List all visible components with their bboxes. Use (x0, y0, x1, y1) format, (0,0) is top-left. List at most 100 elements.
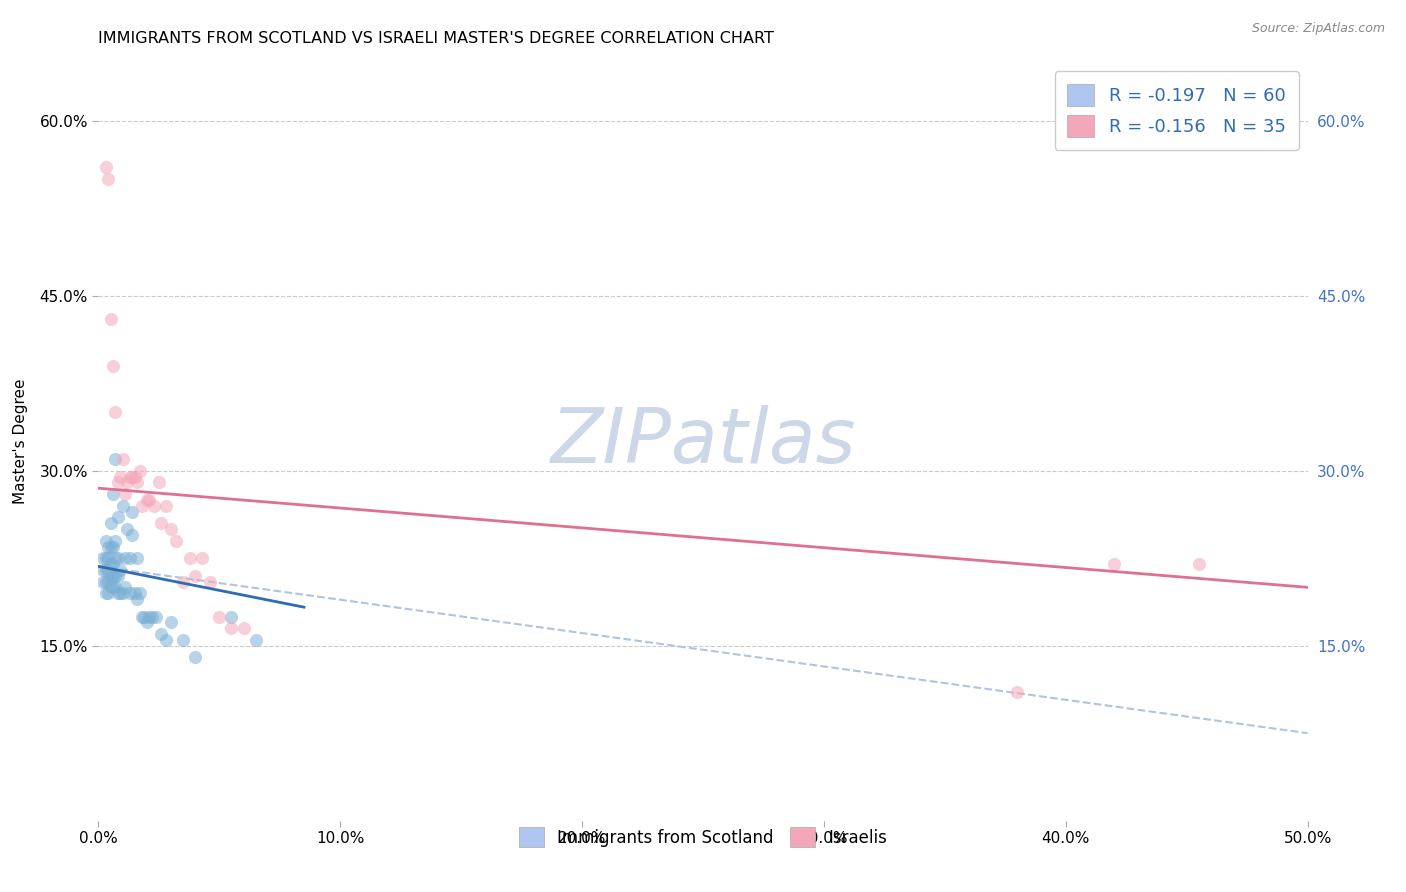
Point (91, 551, 114, 566)
Point (111, 499, 134, 513)
Point (97, 551, 120, 566)
Point (245, 632, 267, 647)
Point (107, 568, 129, 582)
Point (124, 586, 146, 600)
Point (94, 563, 117, 577)
Point (104, 568, 127, 582)
Point (104, 551, 127, 566)
Point (191, 551, 214, 566)
Point (101, 359, 124, 373)
Point (94, 161, 117, 175)
Point (141, 609, 163, 624)
Point (118, 469, 141, 483)
Point (155, 499, 177, 513)
Text: IMMIGRANTS FROM SCOTLAND VS ISRAELI MASTER'S DEGREE CORRELATION CHART: IMMIGRANTS FROM SCOTLAND VS ISRAELI MAST… (98, 31, 775, 46)
Point (104, 452, 127, 467)
Point (91, 563, 114, 577)
Text: Source: ZipAtlas.com: Source: ZipAtlas.com (1251, 22, 1385, 36)
Point (97, 540, 120, 554)
Point (111, 586, 134, 600)
Point (160, 615, 183, 630)
Point (108, 586, 131, 600)
Point (108, 563, 131, 577)
Point (131, 499, 153, 513)
Point (127, 551, 149, 566)
Point (118, 586, 141, 600)
Point (138, 492, 160, 507)
Point (1102, 557, 1125, 571)
Point (101, 568, 124, 582)
Point (94, 586, 117, 600)
Point (148, 475, 170, 490)
Point (145, 609, 167, 624)
Point (117, 475, 139, 490)
Point (107, 510, 129, 524)
Point (160, 522, 183, 536)
Point (100, 568, 122, 582)
Point (124, 469, 146, 483)
Point (114, 487, 136, 501)
Point (135, 615, 157, 630)
Point (104, 405, 127, 419)
Point (179, 551, 201, 566)
Point (172, 574, 194, 589)
Point (107, 586, 129, 600)
Point (114, 580, 136, 594)
Point (100, 312, 122, 326)
Point (232, 621, 254, 635)
Point (104, 533, 127, 548)
Point (114, 551, 136, 566)
Point (97, 172, 120, 186)
Point (111, 452, 134, 467)
Point (184, 650, 207, 665)
Point (94, 574, 117, 589)
Point (165, 533, 187, 548)
Point (118, 551, 141, 566)
Point (155, 632, 177, 647)
Point (91, 574, 114, 589)
Point (101, 580, 124, 594)
Point (184, 568, 207, 582)
Point (100, 516, 122, 531)
Point (1188, 557, 1211, 571)
Point (100, 580, 122, 594)
Point (135, 492, 157, 507)
Point (100, 557, 122, 571)
Point (100, 540, 122, 554)
Point (150, 516, 173, 531)
Legend: Immigrants from Scotland, Israelis: Immigrants from Scotland, Israelis (512, 821, 894, 854)
Point (138, 609, 160, 624)
Point (94, 533, 117, 548)
Point (143, 499, 166, 513)
Point (97, 563, 120, 577)
Point (121, 528, 143, 542)
Point (198, 574, 221, 589)
Point (150, 627, 173, 641)
Point (172, 632, 194, 647)
Text: ZIPatlas: ZIPatlas (550, 405, 856, 478)
Point (108, 469, 131, 483)
Point (101, 540, 124, 554)
Point (101, 557, 124, 571)
Point (107, 475, 129, 490)
Point (97, 586, 120, 600)
Point (131, 609, 153, 624)
Point (1007, 685, 1029, 699)
Point (117, 522, 139, 536)
Point (121, 469, 143, 483)
Point (121, 504, 143, 518)
Y-axis label: Master's Degree: Master's Degree (14, 379, 28, 504)
Point (128, 464, 150, 478)
Point (101, 487, 124, 501)
Point (94, 551, 117, 566)
Point (107, 551, 129, 566)
Point (127, 475, 149, 490)
Point (221, 609, 243, 624)
Point (127, 592, 149, 607)
Point (134, 609, 156, 624)
Point (104, 580, 127, 594)
Point (97, 574, 120, 589)
Point (221, 621, 243, 635)
Point (208, 609, 231, 624)
Point (128, 586, 150, 600)
